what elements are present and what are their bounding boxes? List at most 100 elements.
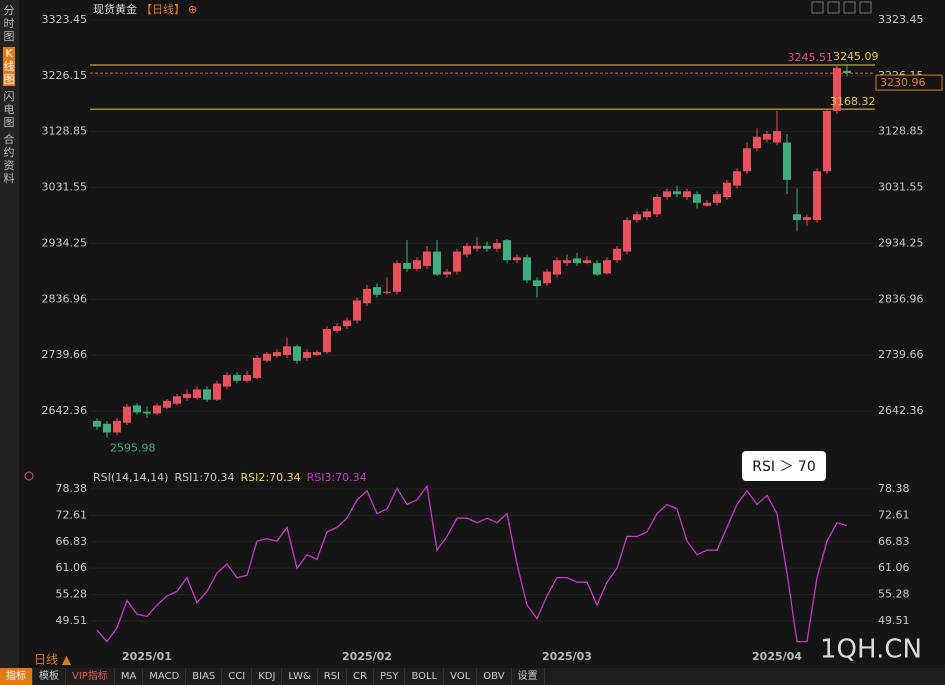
- y-tick-label: 72.61: [878, 508, 910, 521]
- y-tick-label: 55.28: [56, 588, 88, 601]
- period-label: 【日线】: [141, 2, 185, 16]
- candle-body: [783, 142, 791, 180]
- candle-body: [693, 194, 701, 203]
- sidebar-tab[interactable]: K线图: [3, 47, 15, 86]
- y-tick-label: 2836.96: [42, 292, 88, 305]
- candle-body: [523, 257, 531, 281]
- toolbar-tab[interactable]: MACD: [143, 668, 187, 685]
- indicator-legend: RSI(14,14,14) RSI1:70.34 RSI2:70.34 RSI3:70…: [93, 471, 367, 484]
- candle-body: [763, 133, 771, 140]
- y-tick-label: 61.06: [878, 561, 910, 574]
- candle-body: [703, 202, 711, 206]
- y-tick-label: 2934.25: [878, 236, 924, 249]
- candle-body: [453, 251, 461, 272]
- toolbar-tab[interactable]: VIP指标: [66, 668, 115, 685]
- toolbar-tab[interactable]: CR: [347, 668, 374, 685]
- y-tick-label: 3031.55: [42, 181, 88, 194]
- candle-body: [343, 320, 351, 327]
- candle-body: [503, 240, 511, 261]
- y-tick-label: 78.38: [56, 482, 88, 495]
- candle-body: [813, 171, 821, 221]
- toolbar-tab[interactable]: LW&: [282, 668, 318, 685]
- y-tick-label: 78.38: [878, 482, 910, 495]
- toolbar-tab[interactable]: CCI: [222, 668, 253, 685]
- sidebar-tab[interactable]: 闪电图: [3, 90, 15, 129]
- candle-body: [333, 326, 341, 331]
- candle-body: [303, 352, 311, 358]
- candle-body: [723, 182, 731, 198]
- toolbar-tab[interactable]: RSI: [318, 668, 348, 685]
- candle-body: [823, 110, 831, 172]
- sidebar-tab[interactable]: 合约资料: [3, 133, 15, 185]
- toolbar-tab[interactable]: BIAS: [186, 668, 223, 685]
- toolbar-tab[interactable]: 指标: [0, 668, 33, 685]
- legend-entry: RSI(14,14,14): [93, 471, 168, 484]
- toolbar: 指标 模板 VIP指标 MA MACD BIAS CCI KDJ LW& RSI CR PSY BOLL…: [0, 668, 945, 685]
- candle-body: [243, 375, 251, 381]
- add-icon[interactable]: ⊕: [188, 3, 197, 16]
- candle-body: [803, 217, 811, 221]
- toolbar-tab[interactable]: 设置: [512, 668, 545, 685]
- candle-body: [753, 136, 761, 149]
- candle-body: [423, 251, 431, 266]
- candle-body: [353, 300, 361, 321]
- indicator-icon[interactable]: [24, 471, 34, 481]
- rsi-line: [96, 484, 848, 643]
- candle-body: [313, 352, 321, 355]
- candle-body: [433, 251, 441, 275]
- y-tick-label: 72.61: [56, 508, 88, 521]
- candle-body: [663, 191, 671, 198]
- candle-body: [743, 148, 751, 172]
- candle-body: [323, 329, 331, 353]
- candle-body: [283, 346, 291, 355]
- toolbar-tab[interactable]: OBV: [477, 668, 512, 685]
- candle-body: [153, 405, 161, 414]
- y-tick-label: 2739.66: [42, 348, 88, 361]
- y-tick-label: 3128.85: [878, 125, 924, 138]
- legend-entry: RSI2:70.34: [241, 471, 301, 484]
- legend-entry: RSI3:70.34: [307, 471, 367, 484]
- toolbar-tab[interactable]: 模板: [33, 668, 66, 685]
- candle-body: [263, 353, 271, 361]
- candle-body: [473, 245, 481, 249]
- toolbar-tab[interactable]: BOLL: [405, 668, 445, 685]
- x-tick-label: 2025/04: [752, 650, 802, 663]
- candle-body: [383, 291, 391, 293]
- candle-body: [493, 243, 501, 249]
- candle-body: [593, 263, 601, 275]
- candle-body: [133, 405, 141, 413]
- low-annotation: 2595.98: [110, 442, 156, 455]
- chart-title: 现货黄金: [93, 2, 137, 16]
- toolbar-tab[interactable]: MA: [115, 668, 144, 685]
- candle-body: [193, 389, 201, 398]
- candle-body: [573, 258, 581, 264]
- sidebar-tab[interactable]: 分时图: [3, 4, 15, 43]
- y-tick-label: 49.51: [56, 614, 88, 627]
- period-selector[interactable]: 日线 ▲: [34, 653, 72, 667]
- last-price-label: 3230.96: [880, 76, 926, 89]
- y-tick-label: 3323.45: [878, 13, 924, 26]
- y-tick-label: 49.51: [878, 614, 910, 627]
- toolbar-tab[interactable]: VOL: [444, 668, 478, 685]
- sidebar: 分时图 K线图闪电图合约资料: [0, 0, 19, 668]
- toolbar-tab[interactable]: PSY: [374, 668, 406, 685]
- candle-body: [213, 383, 221, 400]
- y-tick-label: 2836.96: [878, 292, 924, 305]
- candle-body: [363, 288, 371, 304]
- candle-body: [673, 191, 681, 195]
- candle-body: [623, 220, 631, 252]
- y-tick-label: 2642.36: [878, 404, 924, 417]
- candle-body: [603, 260, 611, 274]
- candle-body: [543, 271, 551, 284]
- x-tick-label: 2025/01: [122, 650, 172, 663]
- level-label: 3168.32: [830, 95, 876, 108]
- y-tick-label: 3128.85: [42, 125, 88, 138]
- y-tick-label: 3031.55: [878, 181, 924, 194]
- candle-body: [843, 70, 851, 74]
- toolbar-tab[interactable]: KDJ: [252, 668, 283, 685]
- candle-body: [113, 420, 121, 433]
- window-buttons: [811, 1, 872, 14]
- watermark: 1QH.CN: [820, 635, 922, 665]
- annotation-box: [742, 451, 826, 481]
